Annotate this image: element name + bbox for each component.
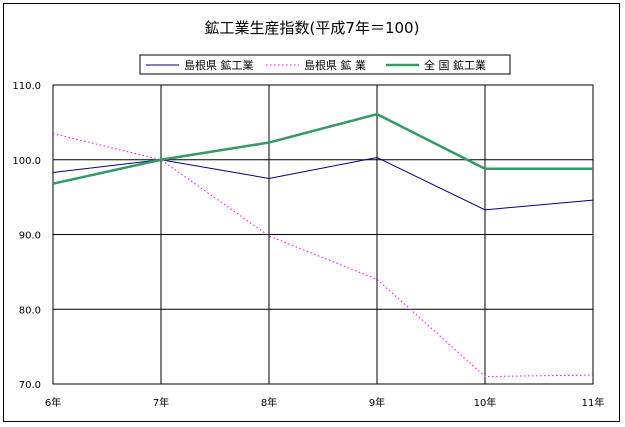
chart-title: 鉱工業生産指数(平成7年＝100) (205, 19, 420, 37)
legend-box (139, 54, 511, 75)
grid (52, 84, 594, 385)
y-tick-label: 100.0 (12, 156, 41, 167)
series-layer (52, 112, 594, 378)
x-tick-label: 6年 (45, 396, 61, 409)
series-line-3 (52, 112, 593, 185)
x-tick-label: 7年 (153, 396, 169, 409)
y-tick-label: 80.0 (19, 305, 41, 316)
legend-item: 島根県 鉱 業 (266, 58, 366, 72)
legend-label: 島根県 鉱 業 (304, 58, 366, 72)
legend-item: 島根県 鉱工業 (146, 58, 254, 72)
legend-item: 全 国 鉱工業 (386, 58, 486, 72)
legend: 島根県 鉱工業 島根県 鉱 業 全 国 鉱工業 (139, 54, 511, 75)
x-tick-label: 9年 (369, 396, 385, 409)
x-tick-label: 8年 (261, 396, 277, 409)
x-tick-label: 11年 (582, 396, 605, 409)
y-tick-label: 90.0 (19, 231, 41, 242)
y-tick-label: 70.0 (19, 380, 41, 391)
series-line-1 (52, 156, 594, 211)
legend-label: 島根県 鉱工業 (184, 58, 254, 72)
x-tick-label: 10年 (474, 396, 497, 409)
series-line-2 (52, 133, 594, 378)
legend-label: 全 国 鉱工業 (424, 58, 486, 72)
axis-labels: 70.0 80.0 90.0 100.0 110.0 6年 7年 8年 9年 10年 11年 (12, 81, 604, 409)
y-tick-label: 110.0 (12, 81, 41, 92)
